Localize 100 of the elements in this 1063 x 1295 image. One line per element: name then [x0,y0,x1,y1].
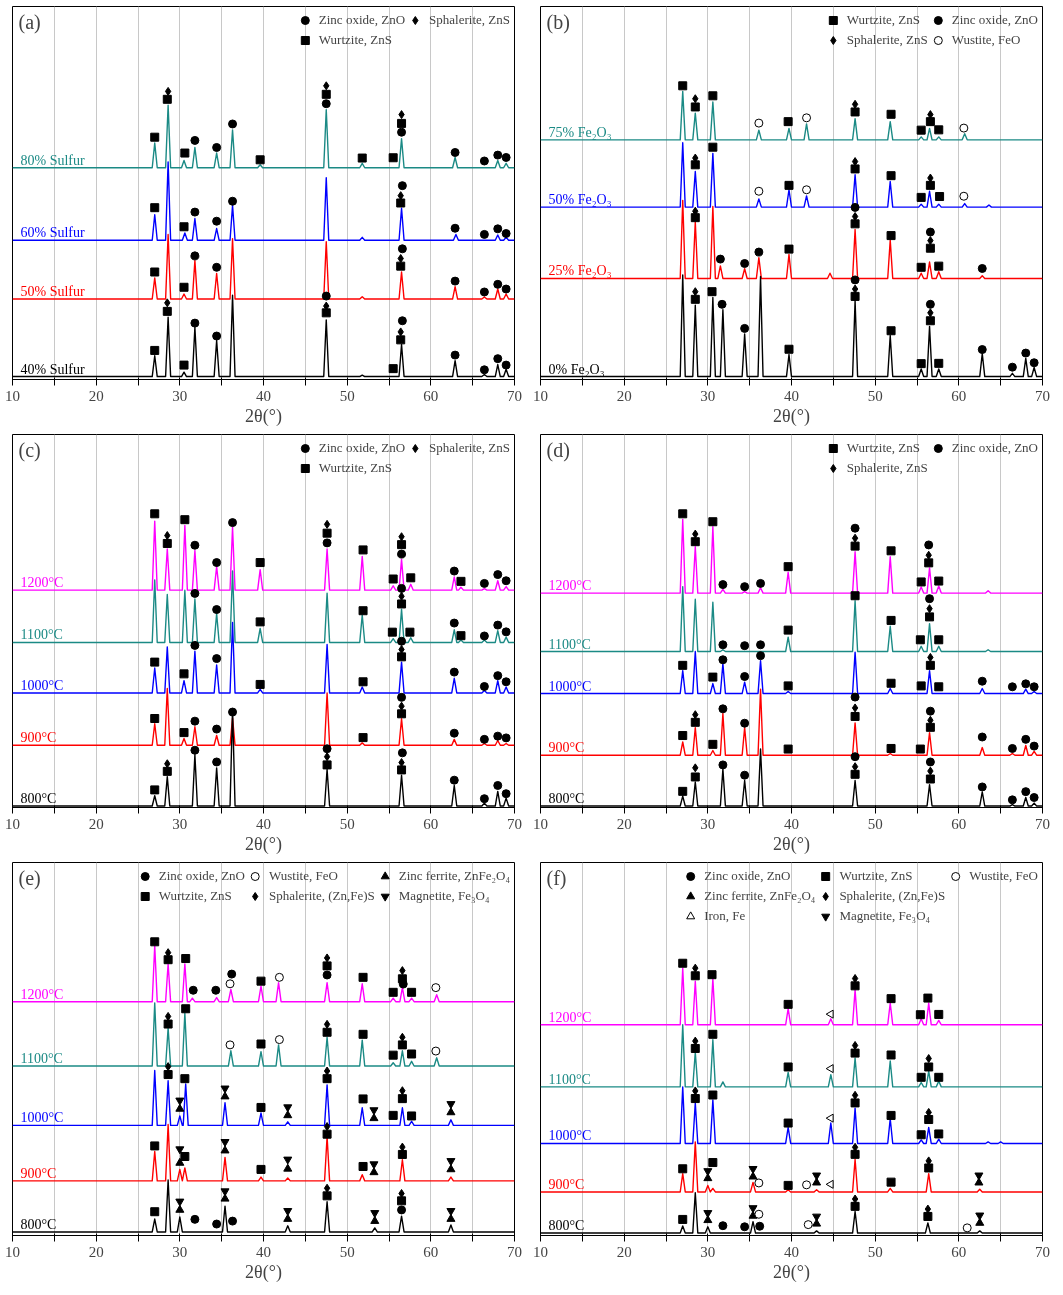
legend-label: Magnetite, Fe₃O₄ [398,887,490,905]
x-tick-label: 40 [256,387,271,404]
series-label: 800°C [548,1218,585,1234]
x-tick-label: 40 [256,1243,271,1260]
legend-label: Zinc oxide, ZnO [158,867,245,885]
legend-label: Wustite, FeO [951,31,1021,49]
x-axis-title: 2θ(°) [773,405,810,427]
x-tick-label: 30 [700,815,716,832]
x-tick-label: 30 [172,1243,188,1260]
series-label: 900°C [548,1176,585,1192]
x-tick-label: 10 [533,1243,548,1260]
series-label: 1100°C [548,636,591,652]
series-label: 1100°C [20,627,63,643]
x-tick-label: 70 [507,815,522,832]
x-tick-label: 20 [616,815,632,832]
series-label: 900°C [20,730,57,746]
legend-label: Zinc oxide, ZnO [318,439,406,457]
legend-label: Iron, Fe [704,907,746,925]
x-axis-title: 2θ(°) [245,833,282,855]
series-label: 1200°C [20,575,64,591]
x-tick-label: 60 [423,387,439,404]
legend-label: Zinc ferrite, ZnFe₂O₄ [398,867,510,885]
x-tick-label: 50 [339,387,355,404]
series-label: 80% Sulfur [20,152,85,168]
series-label: 1200°C [548,1009,592,1025]
legend-label: Wurtzite, ZnS [158,887,232,905]
legend-label: Sphalerite, (Zn,Fe)S [268,887,375,905]
series-label: 40% Sulfur [20,361,85,377]
series-label: 50% Fe₂O₃ [548,192,612,208]
legend-label: Wurtzite, ZnS [318,459,392,477]
x-tick-label: 50 [339,1243,355,1260]
series-label: 60% Sulfur [20,225,85,241]
legend-label: Sphalerite, ZnS [429,439,510,457]
series-label: 1200°C [20,986,64,1002]
x-tick-label: 50 [867,1243,883,1260]
text: (d) [546,438,570,462]
legend-label: Magnetite, Fe₃O₄ [839,907,931,925]
x-tick-label: 20 [616,1243,632,1260]
legend-label: Zinc oxide, ZnO [704,867,791,885]
legend-label: Wustite, FeO [969,867,1038,885]
series-label: 1000°C [548,678,592,694]
series-label: 800°C [20,1216,57,1232]
series-label: 25% Fe₂O₃ [548,263,612,279]
legend-label: Zinc ferrite, ZnFe₂O₄ [704,887,816,905]
x-tick-label: 20 [88,815,104,832]
legend-label: Wurtzite, ZnS [839,867,913,885]
x-tick-label: 70 [1035,815,1050,832]
series-label: 800°C [20,791,57,807]
x-axis-title: 2θ(°) [773,1261,810,1283]
x-tick-label: 30 [700,387,716,404]
x-tick-label: 40 [256,815,271,832]
series-label: 900°C [20,1165,57,1181]
x-tick-label: 60 [423,815,439,832]
x-tick-label: 60 [951,387,967,404]
x-tick-label: 40 [784,1243,799,1260]
legend-label: Wustite, FeO [268,867,338,885]
x-tick-label: 50 [339,815,355,832]
x-axis-title: 2θ(°) [245,405,282,427]
legend-label: Wurtzite, ZnS [318,31,392,49]
x-tick-label: 10 [533,387,548,404]
x-tick-label: 60 [423,1243,439,1260]
legend-label: Sphalerite, ZnS [846,31,928,49]
x-tick-label: 10 [5,387,20,404]
series-label: 1000°C [20,677,64,693]
x-axis-title: 2θ(°) [773,833,810,855]
x-tick-label: 10 [533,815,548,832]
legend-label: Wurtzite, ZnS [846,11,920,29]
legend-label: Wurtzite, ZnS [846,439,920,457]
legend-label: Sphalerite, (Zn,Fe)S [839,887,946,905]
legend-label: Zinc oxide, ZnO [318,11,406,29]
x-tick-label: 30 [172,815,188,832]
x-tick-label: 30 [172,387,188,404]
text: (a) [18,10,41,34]
text: (c) [18,438,41,462]
x-tick-label: 60 [951,815,967,832]
series-label: 1100°C [20,1051,63,1067]
x-tick-label: 40 [784,815,799,832]
legend-label: Sphalerite, ZnS [429,11,510,29]
text: (f) [546,866,567,890]
x-tick-label: 30 [700,1243,716,1260]
series-label: 0% Fe₂O₃ [548,361,605,377]
legend-label: Zinc oxide, ZnO [951,439,1038,457]
x-tick-label: 50 [867,387,883,404]
series-label: 900°C [548,740,585,756]
x-tick-label: 50 [867,815,883,832]
x-tick-label: 10 [5,815,20,832]
series-label: 800°C [548,791,585,807]
x-axis-title: 2θ(°) [245,1261,282,1283]
x-tick-label: 60 [951,1243,967,1260]
x-tick-label: 70 [507,387,522,404]
text: (e) [18,866,41,890]
legend-label: Zinc oxide, ZnO [951,11,1038,29]
x-tick-label: 70 [507,1243,522,1260]
text: (b) [546,10,570,34]
series-label: 1200°C [548,578,592,594]
x-tick-label: 10 [5,1243,20,1260]
x-tick-label: 20 [88,1243,104,1260]
x-tick-label: 20 [616,387,632,404]
legend-label: Sphalerite, ZnS [846,459,928,477]
series-label: 1000°C [548,1128,592,1144]
